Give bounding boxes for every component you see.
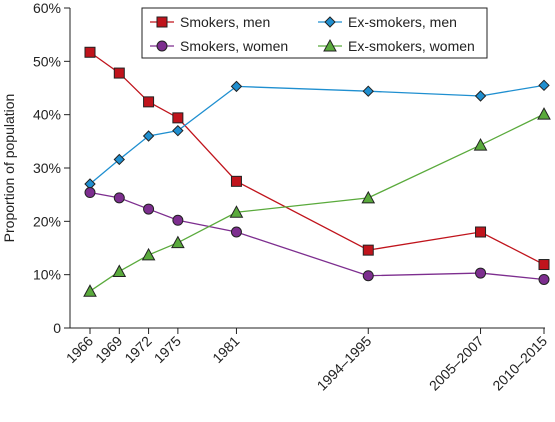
x-tick-label: 1972	[121, 333, 154, 366]
data-point-smokers-women	[143, 203, 155, 215]
data-point-smokers-women	[475, 267, 487, 279]
x-tick-label: 1966	[63, 333, 96, 366]
series-line-ex-smokers-men	[89, 84, 545, 185]
data-point-smokers-men	[84, 46, 96, 58]
series-smokers-men	[84, 46, 550, 271]
y-tick-label: 50%	[33, 53, 61, 69]
y-tick-label: 30%	[33, 160, 61, 176]
data-point-ex-smokers-men	[538, 79, 550, 92]
data-point-ex-smokers-women	[229, 205, 244, 218]
data-point-ex-smokers-women	[141, 247, 156, 261]
data-point-ex-smokers-women	[112, 264, 127, 277]
data-point-ex-smokers-women	[537, 107, 551, 120]
x-tick-label: 1969	[92, 333, 125, 366]
data-point-ex-smokers-women	[361, 190, 376, 204]
data-point-smokers-men	[230, 175, 242, 187]
data-point-ex-smokers-women	[473, 138, 488, 151]
x-tick-label: 2010–2015	[489, 333, 550, 394]
legend-marker	[156, 40, 168, 52]
legend-label: Smokers, men	[180, 14, 270, 30]
legend-marker	[324, 16, 336, 28]
legend-box	[141, 7, 488, 59]
data-point-smokers-women	[172, 214, 184, 226]
legend: Smokers, men Ex-smokers, men Smokers, wome…	[141, 7, 488, 59]
data-point-smokers-women	[113, 192, 125, 204]
data-point-ex-smokers-men	[172, 124, 184, 137]
y-tick-label: 60%	[33, 0, 61, 16]
data-point-ex-smokers-women	[171, 235, 185, 249]
data-point-smokers-women	[230, 226, 242, 238]
data-point-smokers-men	[172, 112, 184, 124]
legend-marker	[156, 16, 168, 28]
data-point-ex-smokers-women	[83, 284, 97, 297]
data-point-smokers-men	[143, 96, 155, 108]
data-point-smokers-women	[538, 273, 550, 285]
y-axis-title: Proportion of population	[1, 94, 17, 243]
data-point-ex-smokers-men	[362, 85, 374, 97]
legend-label: Ex-smokers, men	[348, 14, 457, 30]
data-point-smokers-women	[84, 187, 96, 199]
data-point-smokers-men	[538, 259, 550, 271]
series-ex-smokers-women	[83, 107, 551, 297]
data-point-smokers-men	[113, 67, 125, 79]
legend-label: Smokers, women	[180, 38, 288, 54]
y-tick-label: 0	[53, 320, 61, 336]
series-smokers-women	[84, 187, 550, 285]
data-point-smokers-men	[475, 226, 487, 238]
y-tick-label: 20%	[33, 213, 61, 229]
data-point-ex-smokers-men	[113, 153, 125, 166]
data-point-ex-smokers-men	[142, 130, 155, 142]
data-point-ex-smokers-men	[474, 90, 487, 102]
x-tick-label: 2005–2007	[426, 333, 487, 394]
data-point-ex-smokers-men	[230, 80, 243, 93]
y-tick-label: 10%	[33, 267, 61, 283]
legend-label: Ex-smokers, women	[348, 38, 475, 54]
legend-marker	[323, 38, 337, 52]
y-tick-label: 40%	[33, 107, 61, 123]
series-ex-smokers-men	[84, 79, 550, 190]
x-tick-label: 1994–1995	[314, 333, 375, 394]
data-point-smokers-men	[362, 244, 374, 256]
series-layer	[83, 46, 551, 297]
x-tick-label: 1981	[209, 333, 242, 366]
data-point-smokers-women	[362, 270, 374, 282]
series-line-ex-smokers-women	[89, 113, 545, 292]
x-tick-label: 1975	[151, 333, 184, 366]
y-ticks: 0 10% 20% 30% 40% 50% 60%	[33, 0, 70, 336]
